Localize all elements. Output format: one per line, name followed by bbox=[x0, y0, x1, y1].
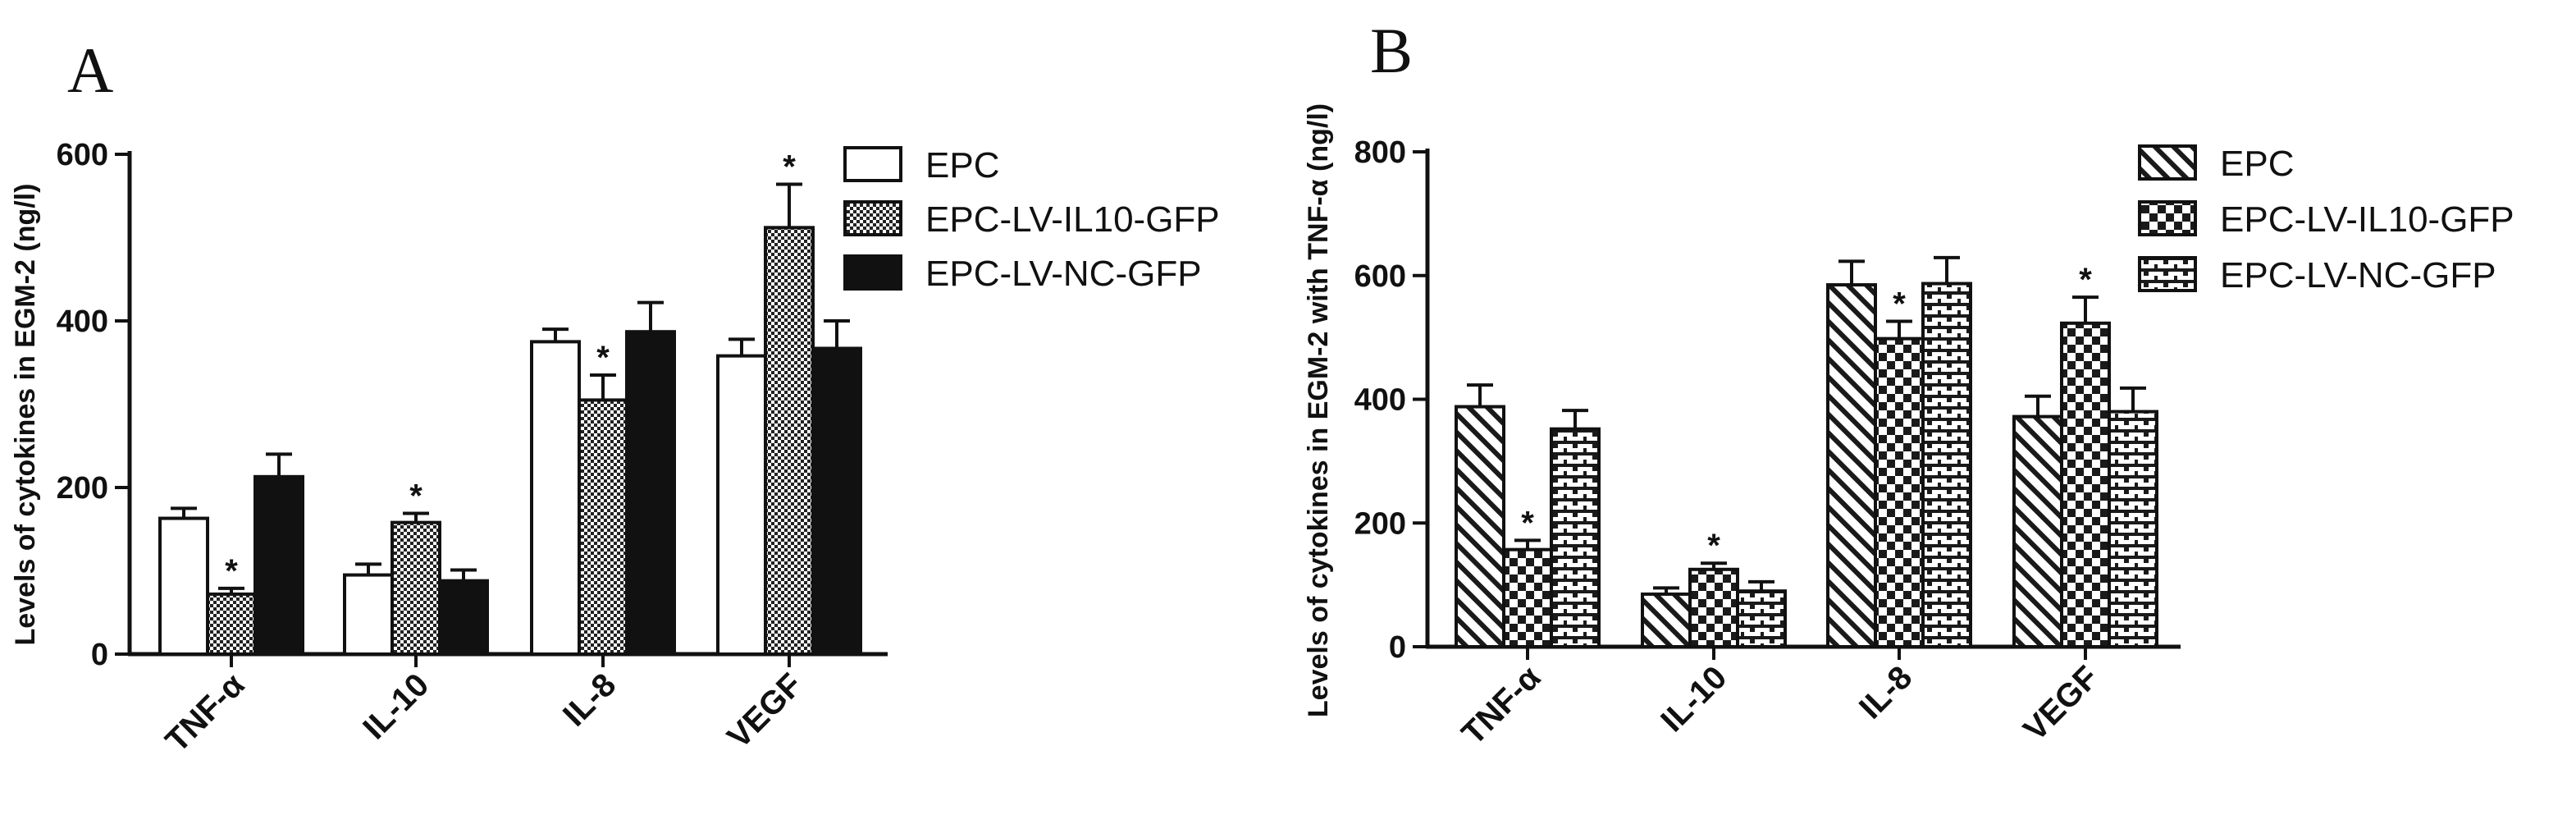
bar bbox=[1874, 336, 1925, 648]
significance-mark: * bbox=[1521, 505, 1534, 541]
bar bbox=[625, 330, 676, 656]
bar bbox=[391, 520, 441, 656]
y-axis-label: Levels of cytokines in EGM-2 with TNF-α … bbox=[1303, 103, 1334, 717]
x-tick-label: IL-8 bbox=[1852, 659, 1919, 726]
y-tick-label: 0 bbox=[1389, 630, 1406, 665]
y-tick-label: 600 bbox=[1354, 259, 1406, 294]
significance-mark: * bbox=[783, 149, 796, 185]
legend-swatch bbox=[2138, 256, 2197, 292]
bar bbox=[1921, 282, 1972, 648]
bar bbox=[1736, 589, 1787, 648]
legend-swatch bbox=[843, 200, 902, 236]
legend-label: EPC-LV-NC-GFP bbox=[925, 254, 1202, 294]
panel-letter: A bbox=[67, 34, 113, 106]
legend-label: EPC bbox=[2220, 144, 2294, 184]
y-tick-label: 200 bbox=[57, 471, 108, 506]
x-tick-label: VEGF bbox=[720, 666, 809, 755]
y-axis-label: Levels of cytokines in EGM-2 (ng/l) bbox=[10, 184, 41, 646]
y-tick-label: 800 bbox=[1354, 135, 1406, 170]
bar bbox=[578, 398, 628, 656]
x-tick-label: IL-8 bbox=[556, 666, 623, 733]
x-tick-label: VEGF bbox=[2016, 659, 2105, 748]
legend-label: EPC-LV-NC-GFP bbox=[2220, 255, 2496, 295]
bar bbox=[716, 354, 767, 656]
significance-mark: * bbox=[2079, 262, 2092, 298]
legend-label: EPC-LV-IL10-GFP bbox=[2220, 199, 2514, 240]
legend-swatch bbox=[843, 254, 902, 291]
panel-letter: B bbox=[1370, 15, 1413, 86]
bar bbox=[2012, 414, 2063, 648]
x-tick-label: IL-10 bbox=[1654, 659, 1733, 739]
legend-swatch bbox=[2138, 144, 2197, 181]
significance-mark: * bbox=[409, 478, 422, 514]
y-tick-label: 400 bbox=[57, 304, 108, 339]
legend-swatch bbox=[2138, 200, 2197, 236]
bar bbox=[206, 592, 257, 656]
bar bbox=[1641, 592, 1692, 649]
bar bbox=[2060, 321, 2111, 648]
bar bbox=[2108, 410, 2158, 648]
legend-swatch bbox=[843, 146, 902, 182]
y-tick-label: 0 bbox=[91, 638, 108, 672]
significance-mark: * bbox=[1707, 528, 1720, 564]
bar bbox=[253, 474, 304, 656]
bar bbox=[1455, 405, 1505, 648]
bar bbox=[158, 516, 209, 656]
legend-label: EPC-LV-IL10-GFP bbox=[925, 199, 1220, 240]
y-tick-label: 200 bbox=[1354, 506, 1406, 541]
y-tick-label: 400 bbox=[1354, 383, 1406, 418]
legend-label: EPC bbox=[925, 145, 999, 185]
x-tick-label: TNF-α bbox=[158, 666, 251, 759]
y-tick-label: 600 bbox=[57, 138, 108, 172]
bar bbox=[343, 573, 394, 657]
significance-mark: * bbox=[225, 553, 238, 589]
significance-mark: * bbox=[1893, 286, 1906, 323]
bar bbox=[1688, 567, 1739, 648]
panel-a: A Levels of cytokines in EGM-2 (ng/l) 0 200… bbox=[10, 34, 1220, 759]
panel-b: B Levels of cytokines in EGM-2 with TNF-α… bbox=[1303, 15, 2514, 752]
significance-mark: * bbox=[596, 340, 610, 376]
bar bbox=[1550, 427, 1601, 648]
bar bbox=[1502, 547, 1553, 649]
x-tick-label: IL-10 bbox=[356, 666, 436, 746]
x-tick-label: TNF-α bbox=[1455, 659, 1547, 752]
bar bbox=[1826, 283, 1877, 648]
bar bbox=[438, 579, 489, 656]
bar bbox=[530, 340, 581, 656]
bar bbox=[764, 226, 815, 656]
bar bbox=[811, 346, 862, 656]
